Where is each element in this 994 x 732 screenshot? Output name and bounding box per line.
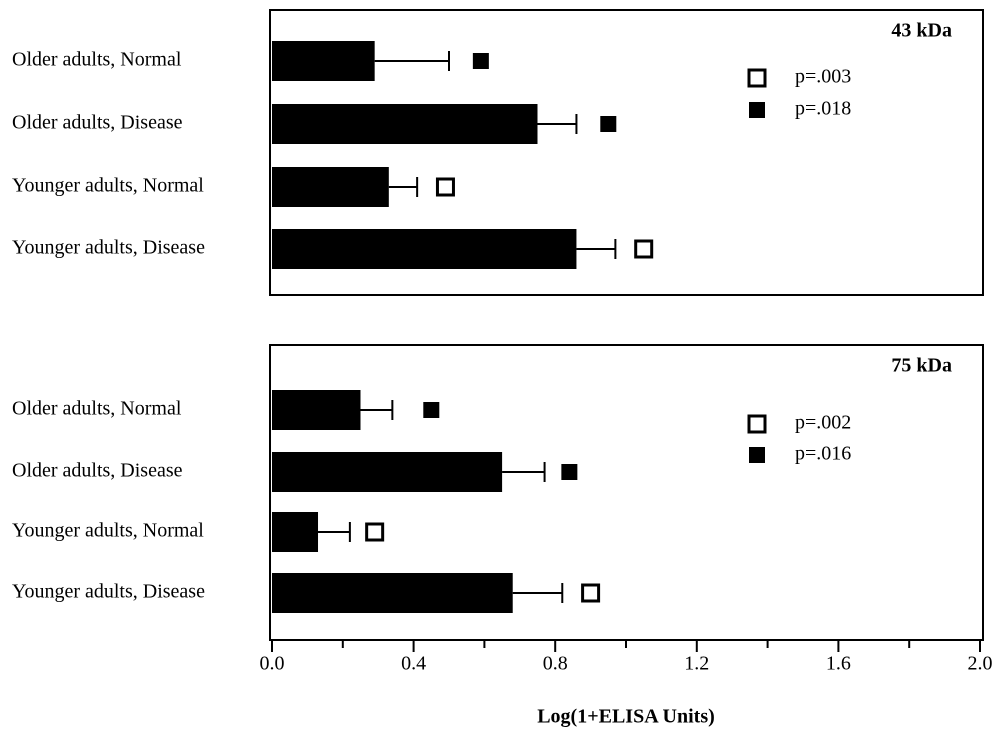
significance-marker xyxy=(634,239,654,259)
category-label: Younger adults, Normal xyxy=(12,175,204,197)
significance-marker xyxy=(472,53,489,69)
legend-symbol xyxy=(747,68,767,88)
bar xyxy=(272,512,319,552)
bar xyxy=(272,452,503,492)
legend-symbol xyxy=(749,447,765,463)
bar xyxy=(272,41,375,81)
significance-marker xyxy=(365,522,385,542)
x-tick-label: 2.0 xyxy=(968,653,993,675)
bar xyxy=(272,167,389,207)
panel-title: 75 kDa xyxy=(891,355,952,377)
x-axis-title: Log(1+ELISA Units) xyxy=(537,706,715,728)
category-label: Older adults, Disease xyxy=(12,460,183,482)
x-tick-label: 0.4 xyxy=(401,653,426,675)
significance-marker xyxy=(581,583,601,603)
bar xyxy=(272,104,538,144)
x-tick-label: 0.8 xyxy=(543,653,568,675)
category-label: Older adults, Normal xyxy=(12,49,182,71)
legend-label: p=.016 xyxy=(795,443,851,465)
bar xyxy=(272,573,513,613)
significance-marker xyxy=(600,116,617,132)
legend-symbol xyxy=(749,102,765,118)
bar xyxy=(272,229,577,269)
legend-label: p=.002 xyxy=(795,412,851,434)
legend-label: p=.018 xyxy=(795,98,851,120)
panel-frame xyxy=(269,9,984,296)
significance-marker xyxy=(561,464,578,480)
legend-label: p=.003 xyxy=(795,66,851,88)
significance-marker xyxy=(423,402,440,418)
legend-symbol xyxy=(747,414,767,434)
bar xyxy=(272,390,361,430)
significance-marker xyxy=(435,177,455,197)
category-label: Younger adults, Disease xyxy=(12,237,205,259)
x-tick-label: 1.2 xyxy=(684,653,709,675)
category-label: Younger adults, Disease xyxy=(12,581,205,603)
category-label: Younger adults, Normal xyxy=(12,520,204,542)
category-label: Older adults, Normal xyxy=(12,398,182,420)
x-tick-label: 1.6 xyxy=(826,653,851,675)
panel-title: 43 kDa xyxy=(891,20,952,42)
x-tick-label: 0.0 xyxy=(260,653,285,675)
category-label: Older adults, Disease xyxy=(12,112,183,134)
